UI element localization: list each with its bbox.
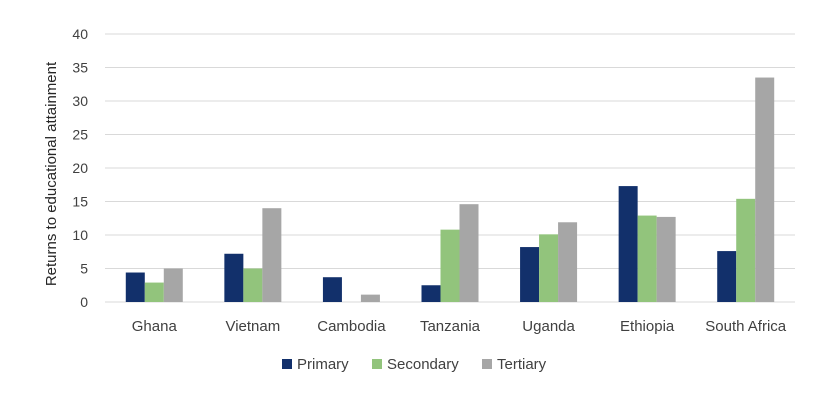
legend-label-secondary: Secondary [387, 356, 459, 373]
legend-label-tertiary: Tertiary [497, 356, 547, 373]
bar-tertiary-vietnam [262, 208, 282, 302]
y-tick-label: 20 [72, 160, 88, 176]
x-axis-categories: Ghana Vietnam Cambodia Tanzania Uganda Ethiop… [132, 318, 787, 335]
legend-swatch-secondary [372, 359, 382, 369]
bar-tertiary-south-africa [755, 77, 775, 302]
y-tick-label: 25 [72, 127, 88, 143]
bar-primary-south-africa [717, 251, 737, 302]
x-category-label: Ethiopia [620, 318, 675, 335]
bar-tertiary-ethiopia [656, 216, 676, 302]
bar-secondary-uganda [539, 234, 559, 302]
legend: Primary Secondary Tertiary [282, 356, 547, 373]
bar-tertiary-ghana [163, 268, 183, 302]
y-tick-label: 40 [72, 26, 88, 42]
gridlines [105, 33, 795, 303]
x-category-label: Ghana [132, 318, 178, 335]
y-tick-label: 35 [72, 60, 88, 76]
x-category-label: South Africa [705, 318, 787, 335]
bar-tertiary-cambodia [360, 294, 380, 302]
y-tick-label: 5 [80, 261, 88, 277]
bar-primary-tanzania [421, 285, 441, 302]
y-tick-label: 30 [72, 93, 88, 109]
legend-label-primary: Primary [297, 356, 349, 373]
legend-swatch-primary [282, 359, 292, 369]
bar-primary-ethiopia [618, 186, 638, 302]
x-category-label: Tanzania [420, 318, 481, 335]
bar-primary-uganda [520, 247, 540, 302]
bar-primary-cambodia [322, 277, 342, 302]
bar-primary-vietnam [224, 253, 244, 302]
y-axis-title: Returns to educational attainment [43, 61, 60, 286]
y-tick-label: 0 [80, 294, 88, 310]
y-axis-ticks: 0 5 10 15 20 25 30 35 40 [72, 26, 88, 310]
bar-primary-ghana [125, 272, 145, 302]
bar-secondary-south-africa [736, 198, 756, 302]
bar-secondary-tanzania [440, 229, 460, 302]
x-category-label: Uganda [522, 318, 575, 335]
bar-secondary-ghana [144, 282, 164, 302]
bar-tertiary-uganda [558, 222, 578, 302]
x-category-label: Cambodia [317, 318, 386, 335]
y-tick-label: 15 [72, 194, 88, 210]
bar-tertiary-tanzania [459, 204, 479, 302]
legend-swatch-tertiary [482, 359, 492, 369]
bar-secondary-vietnam [243, 268, 263, 302]
x-category-label: Vietnam [225, 318, 280, 335]
y-tick-label: 10 [72, 227, 88, 243]
bar-secondary-ethiopia [637, 215, 657, 302]
bars [125, 77, 775, 302]
